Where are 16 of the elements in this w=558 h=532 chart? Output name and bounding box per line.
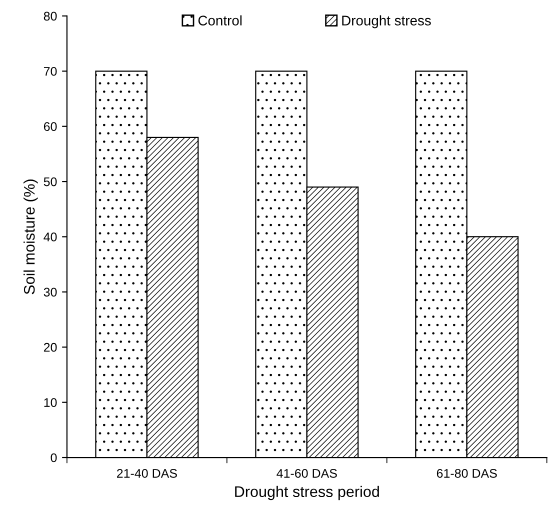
x-axis-title: Drought stress period: [235, 486, 379, 500]
y-tick-label: 10: [44, 398, 57, 407]
y-tick-label: 60: [44, 122, 57, 131]
y-tick-label: 40: [44, 232, 57, 242]
y-tick-label: 70: [44, 66, 57, 76]
x-tick-label: 21-40 DAS: [117, 468, 177, 478]
legend-label: Drought stress: [342, 15, 431, 28]
y-tick-label: 0: [50, 453, 57, 462]
y-axis-title: Soil moisture (%): [24, 180, 38, 294]
y-tick-label: 20: [44, 342, 57, 352]
y-tick-label: 50: [44, 177, 57, 186]
x-tick-label: 61-80 DAS: [436, 468, 497, 478]
y-tick-label: 30: [44, 288, 57, 297]
x-tick-label: 41-60 DAS: [276, 468, 337, 478]
y-tick-label: 80: [44, 12, 57, 21]
legend-label: Control: [198, 15, 242, 26]
